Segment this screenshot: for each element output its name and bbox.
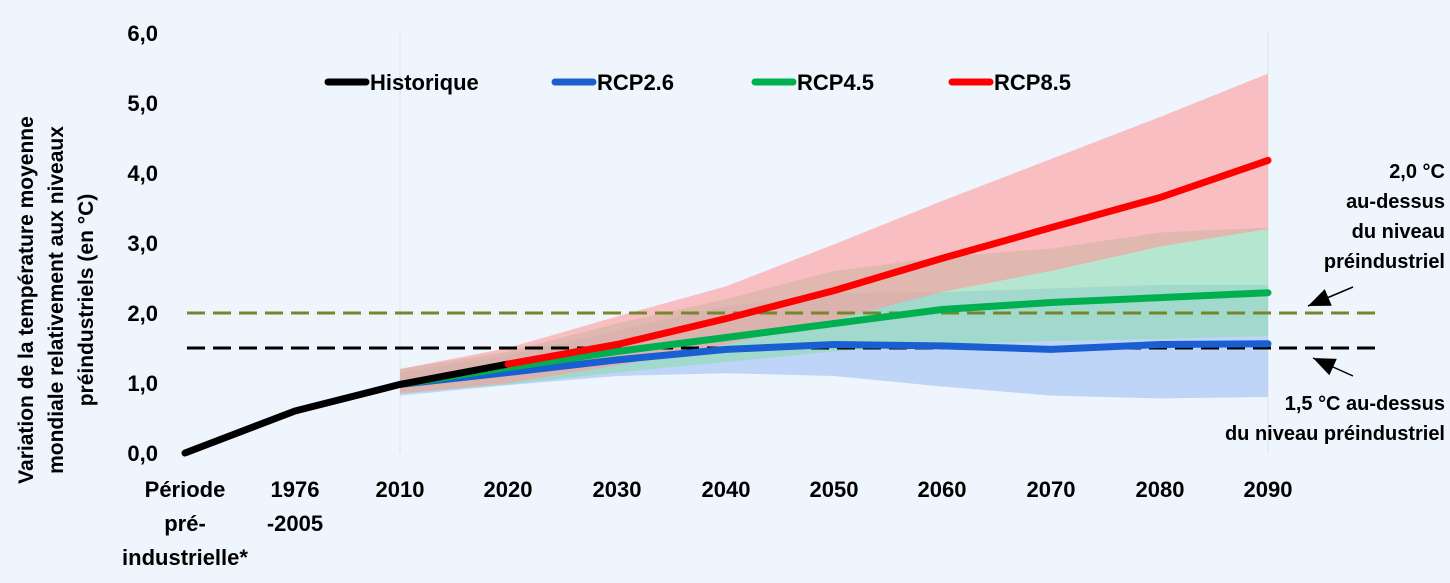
arrow-icon-2-0 xyxy=(1307,286,1354,307)
x-tick-label: 2060 xyxy=(918,477,967,502)
x-tick-label: 2010 xyxy=(376,477,425,502)
x-tick-label: 2080 xyxy=(1136,477,1185,502)
legend-label: RCP2.6 xyxy=(597,70,674,95)
y-tick-label: 3,0 xyxy=(127,231,158,256)
legend-item-historique: Historique xyxy=(324,70,479,95)
band-rcp85 xyxy=(400,73,1268,394)
annotation-1-5: 1,5 °C au-dessus du niveau préindustriel xyxy=(1225,393,1445,445)
legend-label: RCP8.5 xyxy=(994,70,1071,95)
legend: Historique RCP2.6 RCP4.5 RCP8.5 xyxy=(324,70,1071,95)
x-tick-label: 2050 xyxy=(810,477,859,502)
reference-lines xyxy=(187,311,1378,350)
x-tick-label: 1976 -2005 xyxy=(267,477,323,536)
series-line-historique xyxy=(181,360,512,457)
series-lines xyxy=(181,156,1272,457)
y-tick-label: 6,0 xyxy=(127,21,158,46)
y-tick-label: 2,0 xyxy=(127,301,158,326)
y-axis-label: Variation de la température moyenne mondi… xyxy=(15,116,98,484)
x-tick-label: 2070 xyxy=(1027,477,1076,502)
series-line-rcp85 xyxy=(504,156,1272,368)
legend-item-rcp45: RCP4.5 xyxy=(751,70,874,95)
y-tick-label: 5,0 xyxy=(127,91,158,116)
legend-label: RCP4.5 xyxy=(797,70,874,95)
legend-item-rcp26: RCP2.6 xyxy=(551,70,674,95)
x-axis-ticks: Période pré-industrielle* 1976 -2005 2010 202… xyxy=(122,477,1292,570)
y-axis-title: Variation de la température moyenne mondi… xyxy=(15,116,98,484)
x-tick-label: 2090 xyxy=(1244,477,1293,502)
x-tick-label: 2020 xyxy=(484,477,533,502)
y-tick-label: 1,0 xyxy=(127,371,158,396)
legend-label: Historique xyxy=(370,70,479,95)
y-tick-label: 0,0 xyxy=(127,441,158,466)
x-tick-label: Période pré-industrielle* xyxy=(122,477,248,570)
series-line-rcp45 xyxy=(396,289,1272,388)
legend-item-rcp85: RCP8.5 xyxy=(948,70,1071,95)
annotations: 2,0 °C au-dessus du niveau préindustriel 1,5… xyxy=(1225,161,1445,445)
arrow-icon-1-5 xyxy=(1312,357,1354,377)
y-axis-ticks: 0,0 1,0 2,0 3,0 4,0 5,0 6,0 xyxy=(127,21,158,466)
annotation-2-0: 2,0 °C au-dessus du niveau préindustriel xyxy=(1324,161,1445,273)
uncertainty-bands xyxy=(400,73,1268,399)
y-tick-label: 4,0 xyxy=(127,161,158,186)
series-line-rcp26 xyxy=(396,340,1272,388)
x-tick-label: 2040 xyxy=(702,477,751,502)
x-tick-label: 2030 xyxy=(593,477,642,502)
